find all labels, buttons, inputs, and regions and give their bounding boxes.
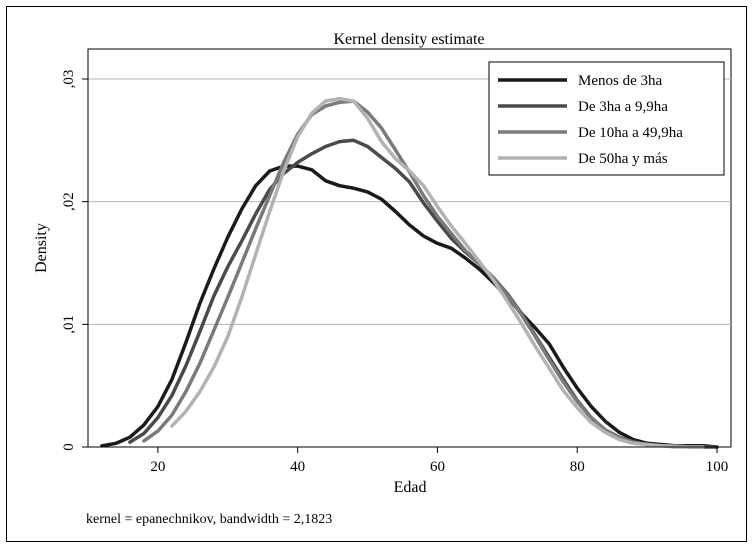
x-tick-label: 60 [430, 459, 445, 475]
series-line-3 [142, 99, 705, 449]
legend: Menos de 3ha De 3ha a 9,9ha De 10ha a 49,9… [488, 61, 725, 176]
y-tick-label: ,01 [61, 315, 77, 334]
y-tick-label: ,03 [61, 70, 77, 89]
axis-layer: 0 ,01 ,02 ,03 20 40 60 80 100 [61, 49, 731, 475]
x-tick-label: 100 [706, 459, 729, 475]
legend-label-2: De 3ha a 9,9ha [578, 99, 668, 115]
y-tick-label: 0 [61, 443, 77, 451]
series-layer [100, 96, 719, 449]
x-tick-label: 20 [150, 459, 165, 475]
x-tick-label: 80 [570, 459, 585, 475]
series-line-4 [170, 96, 705, 449]
kernel-note: kernel = epanechnikov, bandwidth = 2,182… [86, 512, 332, 527]
y-tick-label: ,02 [61, 192, 77, 211]
x-tick-label: 40 [290, 459, 305, 475]
x-axis-label: Edad [394, 479, 427, 496]
chart-title: Kernel density estimate [333, 31, 484, 48]
legend-label-4: De 50ha y más [578, 151, 668, 167]
legend-label-3: De 10ha a 49,9ha [578, 125, 683, 141]
series-line-1 [100, 164, 719, 449]
y-axis-label: Density [33, 223, 50, 273]
legend-label-1: Menos de 3ha [578, 73, 662, 89]
